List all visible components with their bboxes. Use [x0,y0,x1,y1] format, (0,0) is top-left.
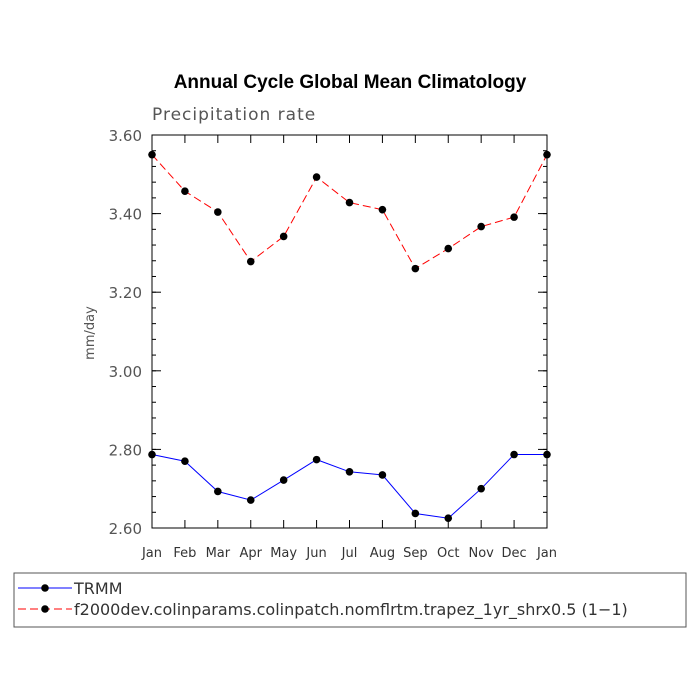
y-tick-label: 3.40 [109,206,142,224]
legend: TRMM f2000dev.colinparams.colinpatch.nomf… [18,579,628,620]
x-tick-labels: Jan Feb Mar Apr May Jun Jul Aug Sep Oct Nov Dec Jan [141,546,557,561]
series-0-point [411,509,420,518]
legend-box [13,572,687,628]
axis-ticks [151,134,548,529]
series-1-point [411,264,420,273]
legend-marker-0 [41,584,49,592]
series-0-point [378,471,387,479]
x-tick-label: May [270,546,297,561]
series-0-point [510,450,518,459]
series-group [148,150,551,522]
x-tick-label: Nov [468,546,494,561]
series-0-point [312,455,321,464]
series-1-point [477,222,485,231]
series-0-point [279,476,288,484]
series-1-point [214,208,222,216]
series-1-point [181,187,189,195]
x-tick-label: Jun [305,546,326,561]
series-0-point [345,468,354,476]
x-tick-label: Sep [403,546,428,561]
series-0-point [444,514,453,522]
series-0-point [477,484,485,493]
series-0-point [181,457,189,465]
series-1-point [444,244,453,253]
y-tick-label: 2.80 [109,441,142,459]
series-1-point [312,173,321,181]
x-tick-label: Oct [437,546,459,561]
series-1-point [148,150,156,159]
x-tick-label: Jul [341,546,358,561]
series-1-point [279,232,288,241]
x-tick-label: Aug [370,546,395,561]
series-1-point [246,257,255,266]
x-tick-label: Apr [240,546,263,561]
series-0-point [214,487,222,496]
series-line-1 [151,154,548,270]
series-1-point [543,150,551,159]
y-tick-label: 3.20 [109,284,142,302]
y-tick-labels: 2.60 2.80 3.00 3.20 3.40 3.60 [109,127,142,538]
x-tick-label: Mar [206,546,231,561]
legend-label-0: TRMM [73,579,123,598]
x-tick-label: Dec [502,546,527,561]
y-axis-label: mm/day [83,306,98,360]
legend-marker-1 [41,605,49,613]
series-0-point [148,450,156,459]
series-line-0 [151,454,547,519]
x-tick-label: Jan [536,546,557,561]
chart-title: Annual Cycle Global Mean Climatology [174,72,527,93]
series-1-point [510,213,518,221]
x-tick-label: Jan [141,546,162,561]
series-0-point [543,450,551,459]
series-0-point [246,496,255,504]
series-1-point [345,198,354,207]
series-1-point [378,205,387,214]
y-tick-label: 3.00 [109,363,142,381]
legend-label-1: f2000dev.colinparams.colinpatch.nomflrtm… [74,600,628,620]
x-tick-label: Feb [173,546,196,561]
y-tick-label: 3.60 [109,127,142,145]
chart-subtitle: Precipitation rate [152,105,316,125]
y-tick-label: 2.60 [109,520,142,538]
